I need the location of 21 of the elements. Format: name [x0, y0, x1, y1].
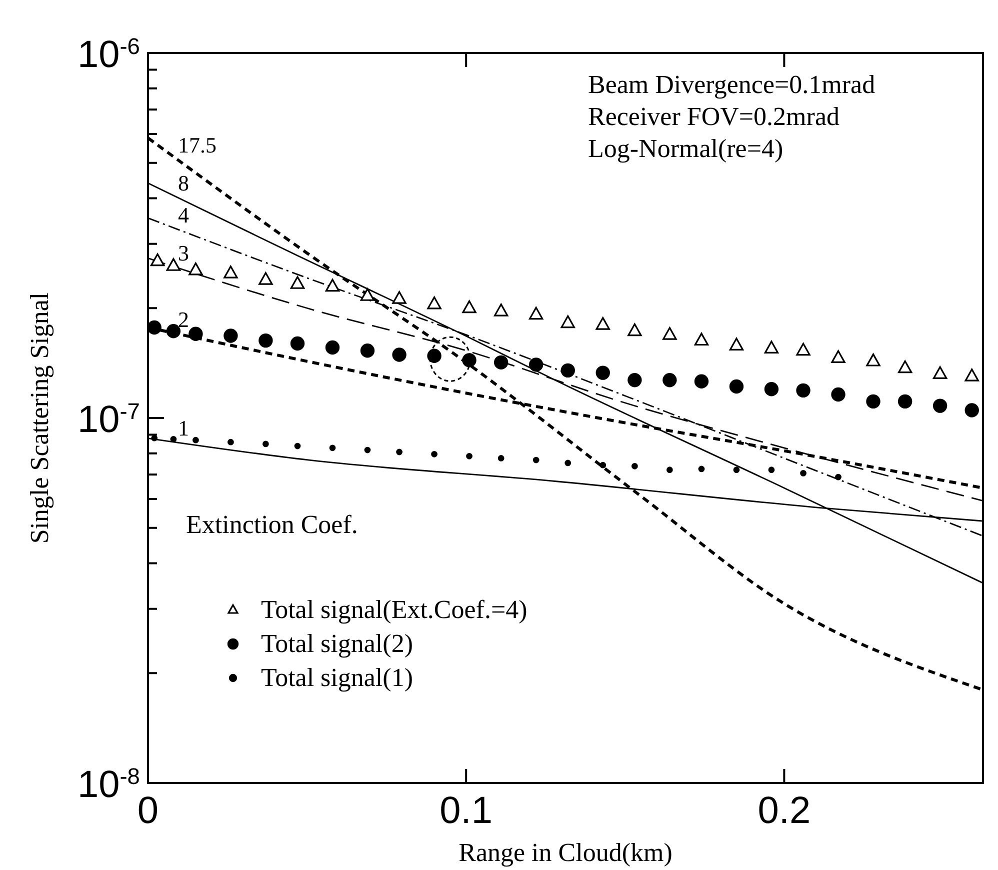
x-tick-label: 0.1: [440, 790, 493, 832]
x-axis-title: Range in Cloud(km): [458, 838, 672, 867]
series-label: 3: [178, 240, 189, 266]
x-tick-label: 0: [137, 790, 159, 832]
y-tick-label: 10$^{-7}$: [77, 398, 140, 441]
series-label: 4: [178, 202, 189, 228]
legend-label: Total signal(2): [261, 629, 413, 658]
annotation: Receiver FOV=0.2mrad: [588, 102, 840, 131]
legend-label: 1: [178, 415, 189, 440]
series-label: 2: [178, 306, 189, 332]
series-label: 8: [178, 170, 189, 196]
annotation: Beam Divergence=0.1mrad: [588, 70, 876, 99]
legend-label: Total signal(1): [261, 663, 413, 692]
y-tick-label: 10$^{-8}$: [77, 763, 140, 806]
x-tick-label: 0.2: [758, 790, 811, 832]
y-axis-title: Single Scattering Signal: [25, 292, 54, 544]
y-tick-label: 10$^{-6}$: [77, 33, 140, 76]
annotation: Log-Normal(re=4): [588, 134, 784, 163]
legend-label: Total signal(Ext.Coef.=4): [261, 595, 528, 624]
series-label: 17.5: [178, 132, 216, 158]
annotation: Extinction Coef.: [186, 510, 358, 539]
